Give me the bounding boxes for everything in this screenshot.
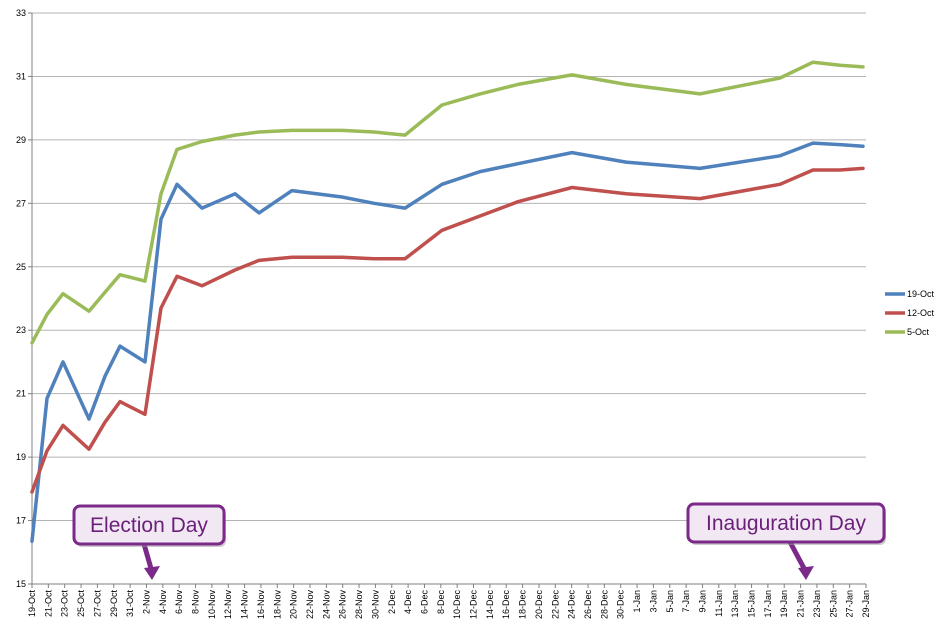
x-tick-label: 4-Nov [158, 590, 168, 615]
callout-arrowhead [144, 566, 160, 580]
x-tick-label: 25-Oct [76, 590, 86, 618]
x-tick-label: 12-Dec [469, 590, 479, 620]
x-tick-label: 8-Nov [191, 590, 201, 615]
y-tick-label: 15 [16, 579, 26, 589]
x-tick-label: 19-Jan [779, 590, 789, 618]
x-tick-label: 21-Jan [796, 590, 806, 618]
x-tick-label: 19-Oct [27, 590, 37, 618]
x-tick-label: 24-Dec [567, 590, 577, 620]
x-tick-label: 13-Jan [730, 590, 740, 618]
legend-label: 19-Oct [907, 289, 935, 299]
x-tick-label: 14-Dec [485, 590, 495, 620]
x-tick-label: 2-Nov [141, 590, 151, 615]
x-tick-label: 18-Dec [518, 590, 528, 620]
callout-arrow [787, 540, 809, 574]
series-lines [30, 60, 865, 543]
x-tick-label: 17-Jan [763, 590, 773, 618]
x-tick-label: 30-Nov [370, 590, 380, 620]
x-tick-label: 22-Dec [550, 590, 560, 620]
x-tick-label: 28-Dec [599, 590, 609, 620]
x-tick-label: 23-Oct [60, 590, 70, 618]
x-tick-label: 28-Nov [354, 590, 364, 620]
x-tick-label: 12-Nov [223, 590, 233, 620]
callout-box [72, 504, 226, 546]
x-tick-label: 1-Jan [632, 590, 642, 613]
x-tick-label: 22-Nov [305, 590, 315, 620]
x-tick-label: 31-Oct [125, 590, 135, 618]
y-tick-label: 29 [16, 135, 26, 145]
x-tick-label: 30-Dec [616, 590, 626, 620]
x-tick-label: 26-Dec [583, 590, 593, 620]
x-tick-label: 2-Dec [387, 590, 397, 615]
x-tick-label: 3-Jan [648, 590, 658, 613]
x-tick-label: 20-Dec [534, 590, 544, 620]
axes [31, 13, 866, 585]
callout: Election Day [72, 504, 226, 580]
x-tick-label: 27-Jan [845, 590, 855, 618]
legend: 19-Oct 12-Oct 5-Oct [885, 289, 935, 337]
x-tick-label: 14-Nov [240, 590, 250, 620]
x-tick-label: 18-Nov [272, 590, 282, 620]
x-tick-label: 20-Nov [289, 590, 299, 620]
callout-text: Inauguration Day [706, 512, 866, 535]
series-line-12-Oct [30, 166, 865, 494]
x-tick-label: 4-Dec [403, 590, 413, 615]
gridlines [32, 12, 866, 585]
y-axis-tick-labels: 15 17 19 21 23 25 27 29 31 33 [16, 8, 32, 589]
series-line-5-Oct [30, 60, 865, 345]
x-tick-label: 10-Nov [207, 590, 217, 620]
x-tick-label: 25-Jan [828, 590, 838, 618]
x-tick-label: 23-Jan [812, 590, 822, 618]
x-axis-tick-labels: 19-Oct 21-Oct 23-Oct 25-Oct 27-Oct 29-Oct 31-O… [27, 584, 871, 619]
series-line-19-Oct [30, 141, 865, 543]
x-tick-label: 16-Dec [501, 590, 511, 620]
x-tick-label: 29-Jan [861, 590, 871, 618]
x-tick-label: 21-Oct [43, 590, 53, 618]
y-tick-label: 31 [16, 71, 26, 81]
y-tick-label: 21 [16, 389, 26, 399]
x-tick-label: 27-Oct [92, 590, 102, 618]
x-tick-label: 10-Dec [452, 590, 462, 620]
x-tick-label: 6-Dec [419, 590, 429, 615]
x-tick-label: 16-Nov [256, 590, 266, 620]
x-tick-label: 15-Jan [747, 590, 757, 618]
callout-arrowhead [798, 566, 814, 580]
x-tick-label: 9-Jan [697, 590, 707, 613]
y-tick-label: 27 [16, 198, 26, 208]
x-tick-label: 5-Jan [665, 590, 675, 613]
y-tick-label: 25 [16, 262, 26, 272]
callout-text: Election Day [90, 514, 208, 537]
callout-box [686, 502, 886, 544]
y-tick-label: 19 [16, 452, 26, 462]
x-tick-label: 7-Jan [681, 590, 691, 613]
legend-label: 5-Oct [907, 327, 930, 337]
callouts: Election Day Inauguration Day [72, 502, 886, 580]
x-tick-label: 8-Dec [436, 590, 446, 615]
x-tick-label: 24-Nov [321, 590, 331, 620]
x-tick-label: 29-Oct [109, 590, 119, 618]
legend-label: 12-Oct [907, 308, 935, 318]
callout: Inauguration Day [686, 502, 886, 580]
y-tick-label: 33 [16, 8, 26, 18]
y-tick-label: 17 [16, 516, 26, 526]
x-tick-label: 6-Nov [174, 590, 184, 615]
y-tick-label: 23 [16, 325, 26, 335]
x-tick-label: 11-Jan [714, 590, 724, 617]
x-tick-label: 26-Nov [338, 590, 348, 620]
